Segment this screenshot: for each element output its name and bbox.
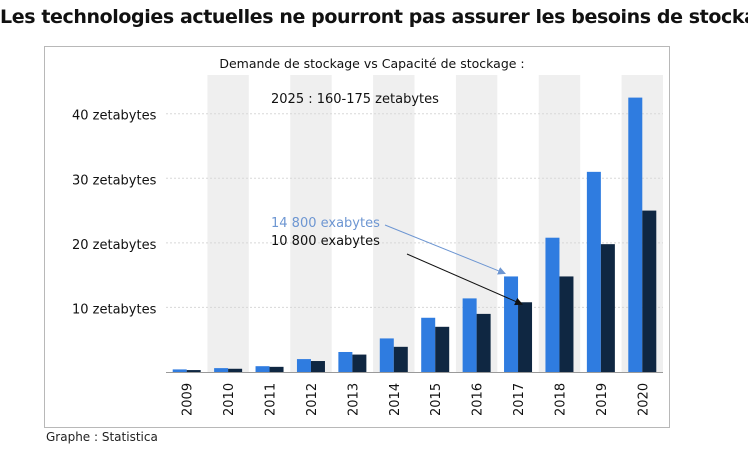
x-tick-label-2010: 2010 xyxy=(222,383,237,416)
x-tick-label-2009: 2009 xyxy=(181,383,196,416)
bar-capacity-2009 xyxy=(186,370,201,372)
bar-capacity-2018 xyxy=(559,276,574,372)
annotation-arrows xyxy=(384,224,523,306)
band-2012 xyxy=(290,75,332,372)
y-tick-label: 40 zetabytes xyxy=(72,109,157,124)
bar-capacity-2020 xyxy=(642,210,657,372)
x-tick-label-2018: 2018 xyxy=(553,383,568,416)
bar-capacity-2017 xyxy=(518,302,533,372)
bar-demand-2011 xyxy=(255,366,270,372)
x-tick-label-2014: 2014 xyxy=(388,383,403,416)
gridlines xyxy=(166,113,663,308)
chart-frame: 2009 2010 2011 2012 2013 2014 2015 2016 2017 2018… xyxy=(44,46,670,428)
bar-demand-2016 xyxy=(462,298,477,372)
band-2010 xyxy=(207,75,249,372)
bar-demand-2019 xyxy=(586,171,601,372)
x-tick-label-2015: 2015 xyxy=(429,383,444,416)
bar-demand-2009 xyxy=(172,369,187,372)
annotation-demand-label: 14 800 exabytes xyxy=(271,216,380,231)
bar-capacity-2011 xyxy=(269,366,284,372)
bar-capacity-2019 xyxy=(600,244,615,372)
annotation-capacity-label: 10 800 exabytes xyxy=(271,234,380,249)
bar-capacity-2015 xyxy=(435,326,450,372)
x-tick-labels: 2009 2010 2011 2012 2013 2014 2015 2016 2017 2018… xyxy=(181,383,652,416)
bar-demand-2018 xyxy=(545,237,560,372)
source-caption: Graphe : Statistica xyxy=(46,430,158,444)
x-tick-label-2011: 2011 xyxy=(264,383,279,416)
bar-demand-2013 xyxy=(338,351,353,372)
x-tick-label-2019: 2019 xyxy=(595,383,610,416)
bar-demand-2014 xyxy=(379,338,394,372)
x-tick-label-2012: 2012 xyxy=(305,383,320,416)
y-tick-label: 10 zetabytes xyxy=(72,302,157,317)
bars xyxy=(172,97,657,372)
bar-demand-2010 xyxy=(214,368,229,372)
bar-capacity-2016 xyxy=(476,313,491,372)
x-tick-label-2017: 2017 xyxy=(512,383,527,416)
bar-capacity-2012 xyxy=(310,361,325,372)
y-tick-label: 20 zetabytes xyxy=(72,238,157,253)
chart-subtitle: 2025 : 160-175 zetabytes xyxy=(271,92,439,107)
chart-title: Demande de stockage vs Capacité de stock… xyxy=(219,56,524,71)
x-tick-label-2013: 2013 xyxy=(346,383,361,416)
x-tick-label-2016: 2016 xyxy=(471,383,486,416)
bar-demand-2012 xyxy=(296,359,311,372)
headline: Les technologies actuelles ne pourront p… xyxy=(0,6,748,28)
chart-svg: 2009 2010 2011 2012 2013 2014 2015 2016 2017 2018… xyxy=(72,56,663,416)
y-tick-labels: 10 zetabytes 20 zetabytes 30 zetabytes 40 z… xyxy=(72,109,157,318)
band-2014 xyxy=(373,75,415,372)
arrow-capacity xyxy=(406,253,523,306)
y-tick-label: 30 zetabytes xyxy=(72,173,157,188)
bar-capacity-2014 xyxy=(393,346,408,372)
bar-capacity-2013 xyxy=(352,354,367,372)
bar-demand-2015 xyxy=(421,317,436,372)
bar-demand-2017 xyxy=(504,276,519,372)
bar-capacity-2010 xyxy=(228,368,243,372)
arrow-demand xyxy=(384,224,506,275)
x-tick-label-2020: 2020 xyxy=(636,383,651,416)
bar-demand-2020 xyxy=(628,97,643,372)
